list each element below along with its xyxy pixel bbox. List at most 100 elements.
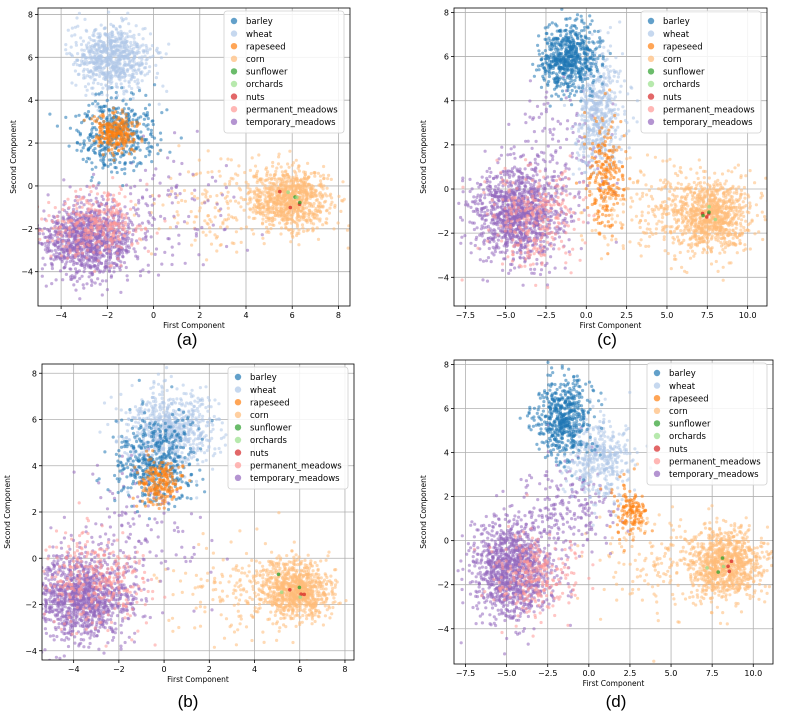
point-barley bbox=[131, 118, 135, 122]
point-corn bbox=[739, 188, 744, 192]
point-corn bbox=[196, 196, 200, 200]
point-permanent_meadows bbox=[51, 239, 55, 243]
point-corn bbox=[726, 244, 730, 248]
point-wheat bbox=[101, 86, 105, 90]
legend-marker-rapeseed bbox=[230, 43, 238, 50]
x-tick-label: −4 bbox=[55, 311, 67, 320]
point-permanent_meadows bbox=[67, 235, 72, 239]
point-wheat bbox=[130, 86, 134, 91]
point-temporary_meadows bbox=[57, 210, 61, 214]
point-temporary_meadows bbox=[129, 192, 133, 196]
point-corn bbox=[258, 191, 262, 195]
point-permanent_meadows bbox=[67, 212, 71, 216]
point-corn bbox=[719, 241, 723, 245]
point-corn bbox=[288, 213, 292, 217]
point-temporary_meadows bbox=[125, 274, 129, 278]
point-corn bbox=[311, 195, 315, 199]
point-temporary_meadows bbox=[193, 227, 197, 231]
point-corn bbox=[303, 210, 307, 214]
point-wheat bbox=[136, 81, 140, 85]
point-corn bbox=[234, 216, 238, 220]
point-barley bbox=[135, 129, 139, 133]
legend-marker-corn bbox=[230, 55, 238, 62]
point-corn bbox=[730, 219, 734, 223]
point-corn bbox=[303, 192, 307, 196]
point-permanent_meadows bbox=[86, 248, 90, 252]
point-permanent_meadows bbox=[93, 208, 97, 212]
point-corn bbox=[192, 194, 197, 199]
point-temporary_meadows bbox=[112, 270, 116, 274]
point-permanent_meadows bbox=[112, 224, 116, 228]
point-corn bbox=[744, 247, 748, 251]
caption-a: (a) bbox=[176, 330, 198, 349]
point-temporary_meadows bbox=[52, 258, 56, 262]
point-permanent_meadows bbox=[114, 208, 118, 212]
point-temporary_meadows bbox=[137, 198, 141, 202]
point-corn bbox=[296, 166, 300, 170]
point-wheat bbox=[70, 81, 74, 85]
point-corn bbox=[735, 251, 739, 255]
point-barley bbox=[78, 133, 82, 137]
point-corn bbox=[305, 195, 309, 199]
point-barley bbox=[119, 155, 123, 159]
point-corn bbox=[279, 165, 283, 169]
point-wheat bbox=[148, 55, 152, 59]
point-wheat bbox=[129, 40, 133, 45]
point-corn bbox=[735, 222, 739, 227]
point-temporary_meadows bbox=[143, 246, 147, 250]
point-corn bbox=[330, 200, 334, 204]
point-temporary_meadows bbox=[223, 227, 227, 231]
point-temporary_meadows bbox=[34, 246, 37, 249]
y-tick-label: −2 bbox=[21, 225, 33, 234]
point-temporary_meadows bbox=[169, 192, 173, 196]
point-wheat bbox=[150, 44, 154, 48]
point-corn bbox=[705, 189, 709, 193]
point-corn bbox=[307, 212, 311, 216]
point-temporary_meadows bbox=[93, 281, 97, 285]
point-wheat bbox=[143, 54, 147, 58]
point-wheat bbox=[97, 46, 101, 50]
point-corn bbox=[345, 228, 350, 232]
point-rapeseed bbox=[112, 143, 116, 147]
point-temporary_meadows bbox=[71, 253, 75, 258]
point-corn bbox=[712, 183, 716, 187]
point-temporary_meadows bbox=[104, 279, 108, 283]
point-temporary_meadows bbox=[206, 199, 210, 203]
point-temporary_meadows bbox=[50, 249, 54, 253]
point-permanent_meadows bbox=[91, 184, 95, 188]
point-temporary_meadows bbox=[65, 260, 69, 264]
point-temporary_meadows bbox=[94, 236, 99, 240]
point-temporary_meadows bbox=[17, 232, 20, 235]
point-corn bbox=[297, 186, 301, 190]
point-wheat bbox=[118, 62, 122, 66]
point-temporary_meadows bbox=[225, 244, 229, 249]
point-wheat bbox=[134, 24, 138, 28]
point-corn bbox=[715, 182, 719, 186]
point-corn bbox=[287, 165, 291, 169]
point-corn bbox=[316, 204, 320, 208]
point-barley bbox=[103, 163, 107, 167]
point-temporary_meadows bbox=[143, 231, 147, 235]
point-permanent_meadows bbox=[99, 220, 103, 224]
point-temporary_meadows bbox=[72, 283, 76, 287]
point-temporary_meadows bbox=[78, 297, 82, 301]
point-wheat bbox=[107, 79, 111, 83]
point-corn bbox=[255, 189, 260, 193]
point-corn bbox=[721, 265, 725, 269]
point-permanent_meadows bbox=[68, 250, 72, 255]
point-corn bbox=[678, 250, 682, 255]
point-permanent_meadows bbox=[89, 207, 93, 211]
point-rapeseed bbox=[113, 133, 117, 137]
point-temporary_meadows bbox=[108, 254, 113, 258]
point-permanent_meadows bbox=[145, 182, 149, 186]
point-corn bbox=[329, 203, 333, 207]
point-temporary_meadows bbox=[61, 278, 65, 282]
point-wheat bbox=[84, 28, 88, 32]
legend-label-nuts: nuts bbox=[246, 93, 265, 103]
point-corn bbox=[280, 210, 284, 214]
point-corn bbox=[702, 169, 706, 173]
point-corn bbox=[315, 226, 319, 230]
point-corn bbox=[714, 211, 718, 215]
point-temporary_meadows bbox=[144, 234, 148, 238]
